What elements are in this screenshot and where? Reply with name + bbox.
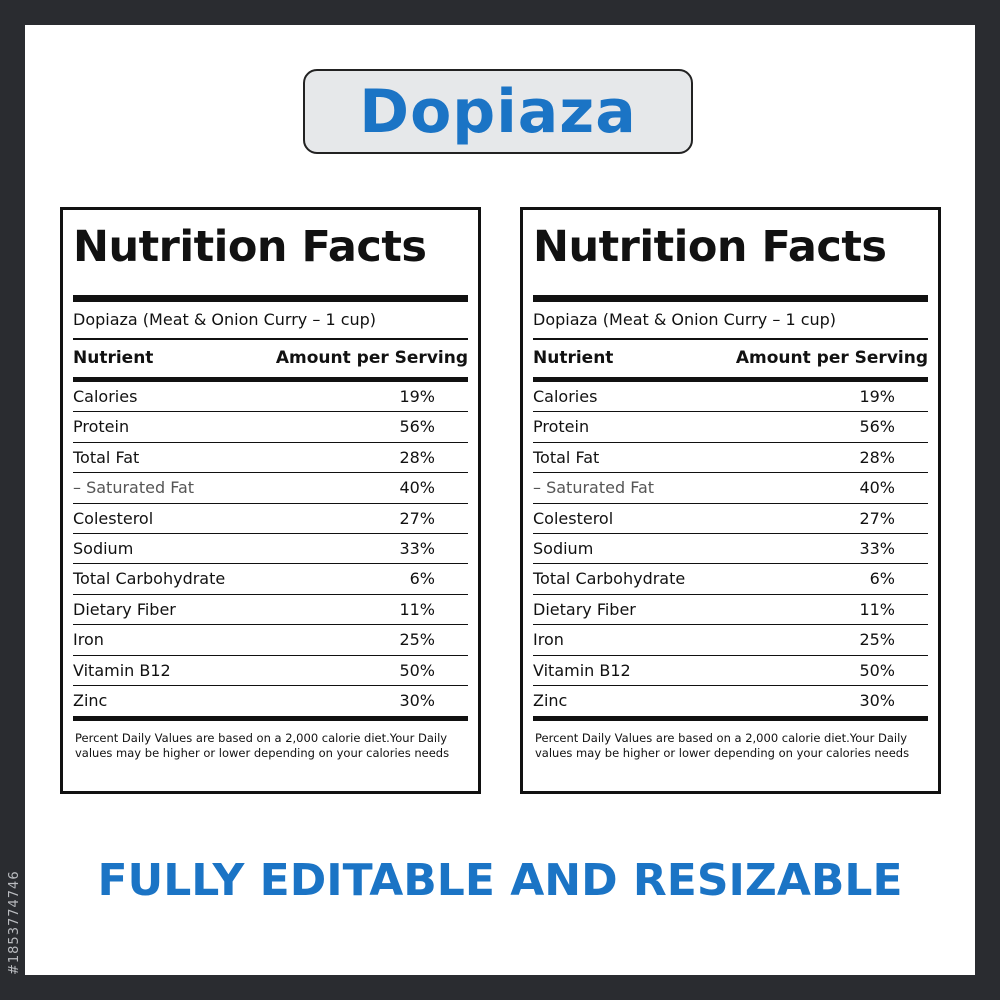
nutrient-name: – Saturated Fat	[533, 478, 655, 498]
nutrient-name: Sodium	[73, 538, 134, 558]
column-headers: Nutrient Amount per Serving	[533, 340, 928, 377]
nutrient-name: Dietary Fiber	[533, 599, 636, 619]
daily-value-footnote: Percent Daily Values are based on a 2,00…	[75, 731, 450, 761]
nutrient-row: Iron 25%	[73, 625, 468, 656]
nutrient-value: 40%	[859, 478, 895, 498]
nutrient-value: 50%	[859, 660, 895, 680]
nutrient-value: 6%	[869, 569, 895, 589]
nutrient-value: 28%	[859, 447, 895, 467]
nutrient-value: 6%	[409, 569, 435, 589]
serving-description: Dopiaza (Meat & Onion Curry – 1 cup)	[533, 302, 928, 340]
divider-thick	[533, 716, 928, 722]
nutrient-row: Protein 56%	[533, 412, 928, 443]
serving-description: Dopiaza (Meat & Onion Curry – 1 cup)	[73, 302, 468, 340]
nutrient-value: 28%	[399, 447, 435, 467]
nutrient-value: 11%	[399, 599, 435, 619]
nutrient-value: 25%	[399, 630, 435, 650]
nutrient-name: Zinc	[73, 690, 108, 710]
nutrient-name: – Saturated Fat	[73, 478, 195, 498]
nutrient-row: Dietary Fiber 11%	[533, 595, 928, 626]
nutrient-value: 27%	[399, 508, 435, 528]
divider-thick	[73, 377, 468, 382]
nutrient-value: 19%	[859, 387, 895, 406]
nutrient-name: Colesterol	[533, 508, 614, 528]
divider-thick	[533, 295, 928, 302]
nutrient-value: 56%	[859, 417, 895, 437]
nutrient-name: Calories	[73, 387, 138, 406]
divider-thick	[533, 377, 928, 382]
nutrient-name: Zinc	[533, 690, 568, 710]
nutrition-label-right: Nutrition Facts Dopiaza (Meat & Onion Cu…	[520, 207, 941, 794]
nutrient-row: Sodium 33%	[533, 534, 928, 565]
nutrient-row: Total Fat 28%	[533, 443, 928, 474]
nutrient-row: Colesterol 27%	[533, 504, 928, 534]
nutrient-rows: Calories 19% Protein 56% Total Fat 28% – Sa…	[533, 382, 928, 716]
nutrient-row: Calories 19%	[73, 382, 468, 413]
nutrient-row: Vitamin B12 50%	[533, 656, 928, 686]
nutrient-row: Calories 19%	[533, 382, 928, 413]
nutrient-row: – Saturated Fat 40%	[533, 473, 928, 504]
nutrient-row: Zinc 30%	[533, 686, 928, 716]
title-banner: Dopiaza	[303, 69, 693, 154]
nutrient-value: 33%	[399, 538, 435, 558]
divider-thick	[73, 716, 468, 722]
nutrient-name: Colesterol	[73, 508, 154, 528]
nutrient-column-header: Nutrient	[533, 348, 614, 368]
nutrient-row: Colesterol 27%	[73, 504, 468, 534]
nutrient-name: Iron	[73, 630, 104, 650]
nutrient-value: 40%	[399, 478, 435, 498]
stock-id-text: #1853774746	[7, 870, 22, 975]
nutrient-value: 33%	[859, 538, 895, 558]
nutrient-name: Total Fat	[73, 447, 140, 467]
nutrient-name: Calories	[533, 387, 598, 406]
editable-tagline: FULLY EDITABLE AND RESIZABLE	[97, 855, 903, 906]
nutrient-value: 30%	[399, 690, 435, 710]
nutrient-row: Iron 25%	[533, 625, 928, 656]
nutrient-row: Dietary Fiber 11%	[73, 595, 468, 626]
nutrient-row: Total Carbohydrate 6%	[533, 564, 928, 595]
nutrient-value: 27%	[859, 508, 895, 528]
nutrient-row: Total Carbohydrate 6%	[73, 564, 468, 595]
page-title: Dopiaza	[359, 76, 637, 147]
column-headers: Nutrient Amount per Serving	[73, 340, 468, 377]
nutrient-value: 50%	[399, 660, 435, 680]
nutrient-name: Vitamin B12	[73, 660, 171, 680]
nutrient-name: Total Fat	[533, 447, 600, 467]
nutrient-value: 19%	[399, 387, 435, 406]
nutrient-row: Protein 56%	[73, 412, 468, 443]
nutrient-name: Total Carbohydrate	[533, 569, 686, 589]
divider-thick	[73, 295, 468, 302]
nutrient-column-header: Nutrient	[73, 348, 154, 368]
daily-value-footnote: Percent Daily Values are based on a 2,00…	[535, 731, 910, 761]
nutrient-row: Sodium 33%	[73, 534, 468, 565]
nutrient-name: Protein	[73, 417, 130, 437]
nutrient-value: 56%	[399, 417, 435, 437]
nutrition-facts-heading: Nutrition Facts	[73, 222, 427, 272]
nutrient-row: Total Fat 28%	[73, 443, 468, 474]
nutrition-label-left: Nutrition Facts Dopiaza (Meat & Onion Cu…	[60, 207, 481, 794]
nutrient-name: Vitamin B12	[533, 660, 631, 680]
nutrition-facts-heading: Nutrition Facts	[533, 222, 887, 272]
nutrient-rows: Calories 19% Protein 56% Total Fat 28% – Sa…	[73, 382, 468, 716]
nutrient-name: Protein	[533, 417, 590, 437]
nutrient-name: Total Carbohydrate	[73, 569, 226, 589]
nutrient-name: Dietary Fiber	[73, 599, 176, 619]
nutrient-row: Vitamin B12 50%	[73, 656, 468, 686]
nutrient-value: 25%	[859, 630, 895, 650]
amount-column-header: Amount per Serving	[275, 348, 468, 368]
nutrient-name: Iron	[533, 630, 564, 650]
amount-column-header: Amount per Serving	[735, 348, 928, 368]
nutrient-value: 11%	[859, 599, 895, 619]
nutrient-name: Sodium	[533, 538, 594, 558]
nutrient-row: – Saturated Fat 40%	[73, 473, 468, 504]
nutrient-value: 30%	[859, 690, 895, 710]
poster-canvas: Dopiaza Nutrition Facts Dopiaza (Meat & …	[25, 25, 975, 975]
nutrient-row: Zinc 30%	[73, 686, 468, 716]
